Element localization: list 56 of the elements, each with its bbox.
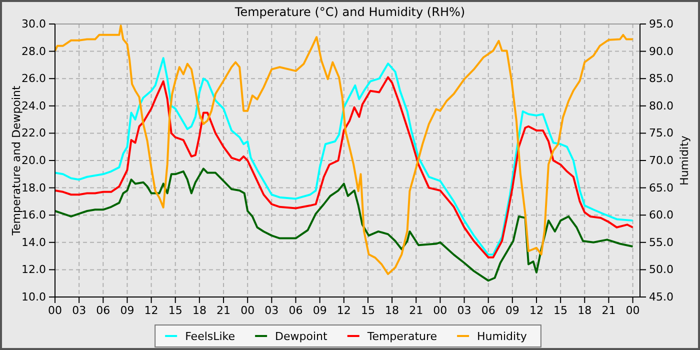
x-tick-label: 06 xyxy=(288,304,303,317)
y-tick-label: 20.0 xyxy=(22,154,46,168)
y2-tick-label: 55.0 xyxy=(649,236,674,249)
y2-tick-label: 95.0 xyxy=(649,18,674,31)
y-tick-label: 24.0 xyxy=(22,99,46,112)
y-tick-label: 28.0 xyxy=(22,44,46,58)
x-tick-label: 18 xyxy=(192,304,206,317)
line-series xyxy=(54,168,634,282)
chart-title: Temperature (°C) and Humidity (RH%) xyxy=(234,5,466,19)
y-tick-label: 26.0 xyxy=(22,72,46,86)
x-tick-label: 21 xyxy=(602,304,616,317)
y2-tick-label: 70.0 xyxy=(649,154,674,168)
x-tick-label: 00 xyxy=(626,304,640,317)
y-tick-label: 18.0 xyxy=(22,181,46,194)
y-tick-label: 10.0 xyxy=(22,290,46,304)
y-tick-label: 12.0 xyxy=(22,263,46,276)
x-tick-label: 09 xyxy=(505,304,520,317)
x-tick-label: 12 xyxy=(336,304,351,317)
y-tick-label: 14.0 xyxy=(22,236,46,249)
legend-label: FeelsLike xyxy=(185,330,236,343)
x-tick-label: 00 xyxy=(48,304,62,317)
y2-tick-label: 80.0 xyxy=(649,99,674,112)
x-tick-label: 03 xyxy=(72,304,86,317)
y2-tick-label: 45.0 xyxy=(649,290,674,304)
x-tick-label: 21 xyxy=(216,304,231,317)
x-tick-label: 21 xyxy=(409,304,424,317)
y2-tick-label: 60.0 xyxy=(649,208,674,222)
x-tick-label: 00 xyxy=(240,304,255,317)
x-tick-label: 06 xyxy=(481,304,496,317)
y2-tick-label: 50.0 xyxy=(649,263,674,276)
x-tick-label: 03 xyxy=(264,304,279,317)
y-tick-label: 30.0 xyxy=(22,18,46,31)
x-tick-label: 09 xyxy=(120,304,134,317)
x-tick-label: 00 xyxy=(433,304,448,317)
y2-tick-label: 65.0 xyxy=(649,181,674,194)
y2-tick-label: 90.0 xyxy=(649,44,674,58)
y-tick-label: 22.0 xyxy=(22,126,46,140)
x-tick-label: 12 xyxy=(144,304,158,317)
x-tick-label: 06 xyxy=(96,304,110,317)
x-tick-label: 15 xyxy=(360,304,375,317)
y-tick-label: 16.0 xyxy=(22,208,46,222)
legend-label: Temperature xyxy=(366,330,438,343)
y2-axis-title: Humidity xyxy=(678,135,691,186)
x-tick-label: 12 xyxy=(529,304,544,317)
legend-label: Dewpoint xyxy=(275,330,328,343)
x-tick-label: 15 xyxy=(168,304,182,317)
x-tick-label: 18 xyxy=(385,304,400,317)
x-tick-label: 09 xyxy=(312,304,327,317)
y2-tick-label: 75.0 xyxy=(649,126,674,140)
x-tick-label: 18 xyxy=(578,304,592,317)
line-series xyxy=(54,24,634,276)
x-tick-label: 03 xyxy=(457,304,472,317)
y-axis-title: Temperature and Dewpoint xyxy=(10,84,23,236)
y2-tick-label: 85.0 xyxy=(649,72,674,86)
legend-label: Humidity xyxy=(477,330,528,343)
x-tick-label: 15 xyxy=(554,304,568,317)
